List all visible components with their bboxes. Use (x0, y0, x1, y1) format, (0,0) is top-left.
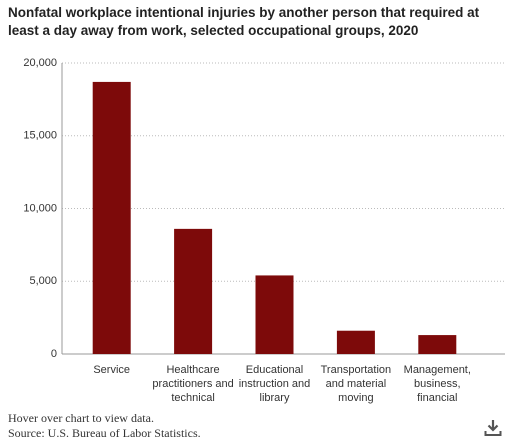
bar (92, 81, 131, 354)
x-tick-label: Service (93, 364, 131, 376)
source-note: Source: U.S. Bureau of Labor Statistics. (8, 426, 201, 440)
download-button[interactable] (484, 419, 502, 437)
y-tick-label: 10,000 (23, 202, 57, 214)
x-tick-label: Healthcare practitioners and technical (152, 364, 234, 404)
x-tick-label: Transportation and material moving (320, 364, 392, 404)
bar (336, 330, 375, 354)
bar (255, 275, 294, 354)
bar (418, 335, 457, 354)
x-tick-label: Management, business, financial (403, 364, 471, 404)
download-tray (484, 431, 502, 436)
y-tick-label: 5,000 (29, 275, 57, 287)
x-tick-label: Educational instruction and library (238, 364, 311, 404)
chart-title: Nonfatal workplace intentional injuries … (8, 5, 480, 38)
y-tick-label: 0 (51, 348, 57, 360)
y-tick-label: 15,000 (23, 130, 57, 142)
hover-note: Hover over chart to view data. (8, 411, 154, 425)
bar (174, 228, 213, 354)
download-arrow (487, 420, 499, 432)
y-tick-label: 20,000 (23, 57, 57, 69)
